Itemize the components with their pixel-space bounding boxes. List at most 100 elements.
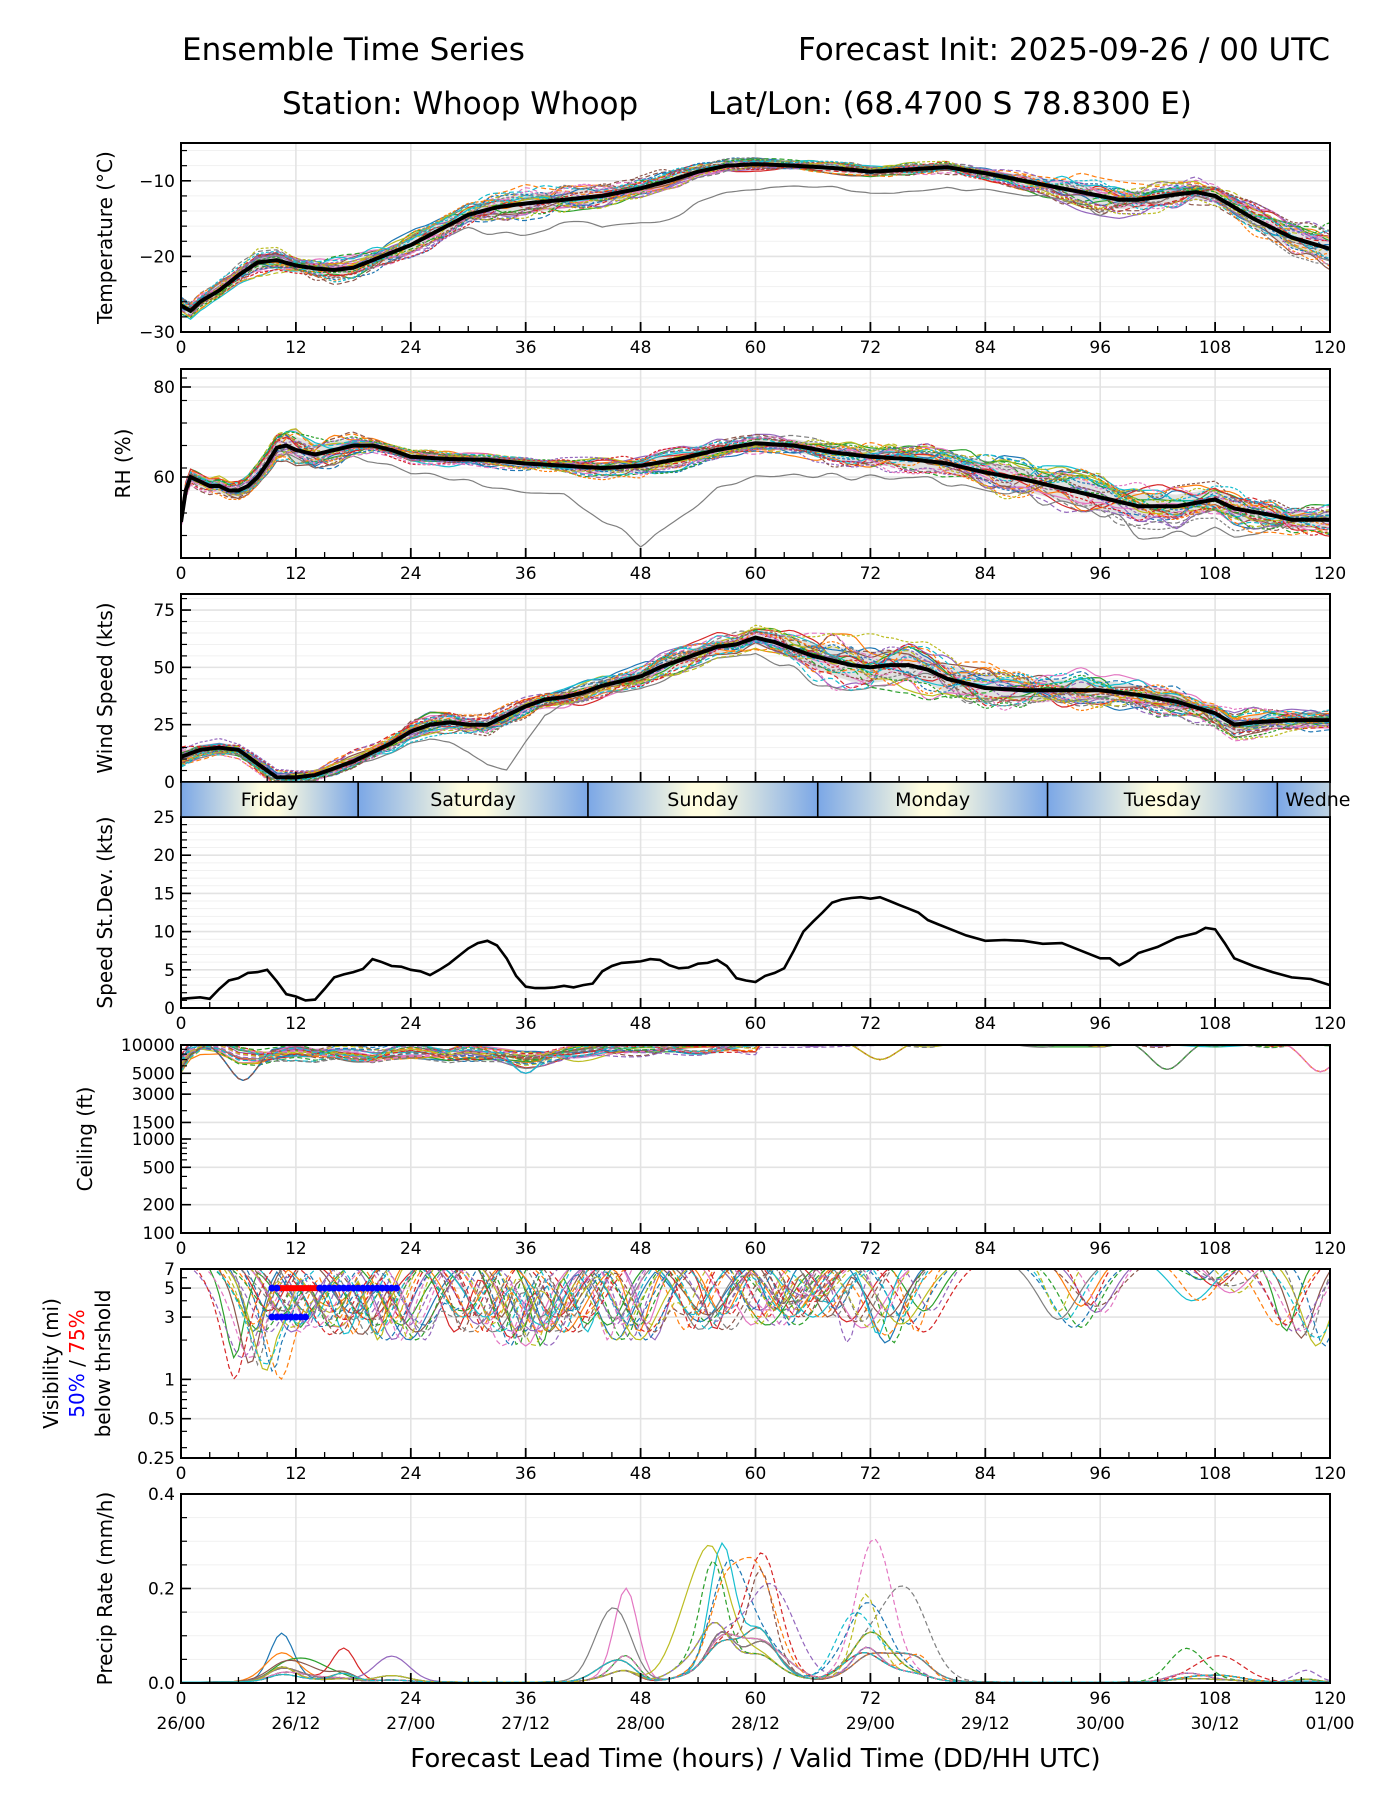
- y-tick-label: 200: [143, 1196, 175, 1216]
- x-tick-label: 12: [285, 1014, 307, 1034]
- x-tick-label: 48: [630, 1239, 652, 1259]
- day-label: Wedne: [1285, 789, 1350, 811]
- day-band: Friday Saturday Sunday Monday Tuesday Wedne: [180, 781, 1350, 818]
- ensemble-member-line: [231, 1269, 1330, 1367]
- ensemble-member-line: [181, 159, 1330, 307]
- ensemble-member-line: [181, 634, 1330, 781]
- threshold-50pct-marker: [282, 1313, 290, 1321]
- valid-time-label: 30/12: [1191, 1714, 1240, 1734]
- x-tick-label: 0: [176, 1464, 187, 1484]
- threshold-50pct-marker: [359, 1284, 367, 1292]
- x-tick-label: 12: [285, 1239, 307, 1259]
- ensemble-member-line: [249, 1269, 1264, 1346]
- panel-temperature: −30 −20 −10 0 12 24 36 48 60 72 84 96 108 120 Temperat…: [93, 142, 1346, 358]
- title-latlon: Lat/Lon: (68.4700 S 78.8300 E): [708, 86, 1192, 122]
- x-tick-label: 24: [400, 1689, 422, 1709]
- x-tick-label: 48: [630, 1689, 652, 1709]
- ensemble-member-line: [181, 630, 1330, 778]
- x-tick-label: 24: [400, 1239, 422, 1259]
- x-tick-label: 108: [1199, 564, 1231, 584]
- panel-rh: 60 80 0 12 24 36 48 60 72 84 96 108 120 RH (%): [111, 368, 1346, 584]
- y-tick-label: 0: [164, 773, 175, 793]
- x-tick-label: 120: [1314, 338, 1346, 358]
- x-tick-label: 36: [515, 338, 537, 358]
- x-tick-label: 72: [860, 338, 882, 358]
- day-segment-saturday: [358, 782, 588, 817]
- valid-time-label: 28/12: [731, 1714, 780, 1734]
- ensemble-member-line: [181, 1045, 1330, 1073]
- ensemble-member-line: [277, 1269, 1100, 1333]
- x-tick-label: 36: [515, 564, 537, 584]
- x-tick-label: 72: [860, 1464, 882, 1484]
- valid-time-label: 27/00: [386, 1714, 435, 1734]
- ensemble-mean-line: [181, 162, 1330, 314]
- panel-speed_stdev: 0 5 10 15 20 25 0 12 24 36 48 60 72 84 96 108 120 Speed S…: [93, 808, 1346, 1034]
- x-tick-label: 84: [974, 1239, 996, 1259]
- threshold-50pct-marker: [364, 1284, 372, 1292]
- threshold-50pct-marker: [335, 1284, 343, 1292]
- x-tick-label: 96: [1089, 338, 1111, 358]
- valid-time-label: 29/12: [961, 1714, 1010, 1734]
- x-tick-label: 0: [176, 1014, 187, 1034]
- x-tick-label: 12: [285, 338, 307, 358]
- y-tick-label: −20: [139, 247, 175, 267]
- threshold-50pct-marker: [373, 1284, 381, 1292]
- x-tick-label: 60: [745, 564, 767, 584]
- y-tick-label: 0: [164, 999, 175, 1019]
- x-tick-label: 12: [285, 1464, 307, 1484]
- ensemble-member-line: [217, 1269, 1232, 1336]
- threshold-50pct-marker: [349, 1284, 357, 1292]
- ensemble-member-line: [181, 436, 1330, 530]
- y-tick-label: 5: [164, 1279, 175, 1299]
- day-segment-friday: [181, 782, 359, 817]
- x-tick-label: 120: [1314, 1689, 1346, 1709]
- ensemble-member-line: [181, 1045, 1303, 1061]
- ensemble-member-line: [257, 1269, 1230, 1335]
- x-tick-label: 36: [515, 1464, 537, 1484]
- title-init: Forecast Init: 2025-09-26 / 00 UTC: [798, 32, 1330, 68]
- x-tick-label: 24: [400, 564, 422, 584]
- valid-time-label: 26/00: [157, 1714, 206, 1734]
- y-axis-label: Precip Rate (mm/h): [93, 1492, 117, 1686]
- y-tick-label: 5000: [132, 1064, 175, 1084]
- threshold-50pct-marker: [273, 1313, 281, 1321]
- ensemble-member-line: [181, 652, 1330, 782]
- y-tick-label: 0.4: [148, 1485, 175, 1505]
- x-tick-label: 96: [1089, 1464, 1111, 1484]
- ensemble-member-line: [253, 1269, 1241, 1338]
- y-tick-label: 1: [164, 1370, 175, 1390]
- x-tick-label: 48: [630, 1014, 652, 1034]
- ensemble-member-line: [181, 1045, 1279, 1074]
- day-segment-wedne: [1277, 782, 1331, 817]
- ensemble-member-line: [181, 1559, 1330, 1683]
- x-tick-label: 60: [745, 338, 767, 358]
- x-tick-label: 84: [974, 564, 996, 584]
- ensemble-member-line: [181, 1045, 1201, 1071]
- x-tick-label: 120: [1314, 1464, 1346, 1484]
- valid-time-label: 28/00: [616, 1714, 665, 1734]
- x-tick-label: 72: [860, 1239, 882, 1259]
- ensemble-member-line: [226, 1269, 1243, 1344]
- ensemble-member-line: [239, 1269, 1267, 1340]
- ensemble-member-line: [181, 162, 1330, 307]
- y-tick-label: 20: [153, 846, 175, 866]
- threshold-50pct-marker: [287, 1313, 295, 1321]
- ensemble-member-line: [223, 1269, 1082, 1341]
- x-tick-label: 0: [176, 1689, 187, 1709]
- y-tick-label: 60: [153, 468, 175, 488]
- threshold-50pct-marker: [321, 1284, 329, 1292]
- ensemble-member-line: [181, 1045, 938, 1082]
- valid-time-label: 30/00: [1076, 1714, 1125, 1734]
- x-tick-label: 84: [974, 338, 996, 358]
- x-tick-label: 108: [1199, 1464, 1231, 1484]
- panel-wind_speed: 0 25 50 75 Wind Speed (kts): [93, 593, 1331, 793]
- y-tick-label: 0.25: [137, 1449, 175, 1469]
- threshold-50pct-marker: [340, 1284, 348, 1292]
- y-tick-label: 10: [153, 923, 175, 943]
- y-tick-label: 1500: [132, 1113, 175, 1133]
- day-segment-tuesday: [1047, 782, 1278, 817]
- y-tick-label: 3000: [132, 1085, 175, 1105]
- ensemble-member-line: [226, 1269, 1330, 1371]
- day-label: Monday: [895, 789, 970, 811]
- ensemble-member-line: [214, 1269, 1330, 1365]
